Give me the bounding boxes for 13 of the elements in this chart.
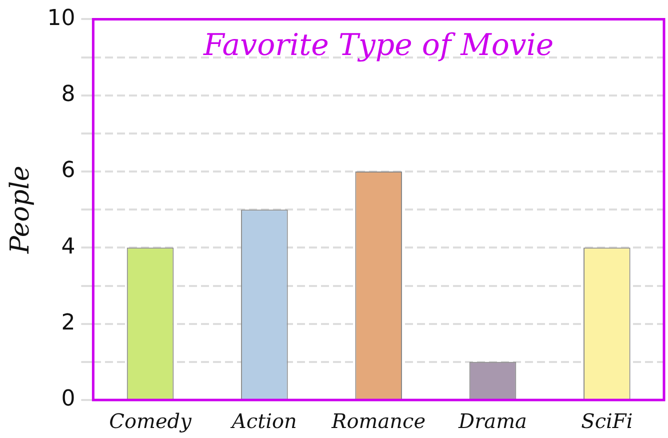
chart-title: Favorite Type of Movie bbox=[202, 28, 554, 63]
y-tick-label: 2 bbox=[61, 310, 76, 336]
x-tick-label: Action bbox=[230, 409, 297, 434]
x-tick-label: SciFi bbox=[581, 409, 633, 434]
x-tick-label: Drama bbox=[458, 409, 527, 434]
y-tick-label: 10 bbox=[47, 6, 76, 31]
y-tick-label: 4 bbox=[61, 234, 76, 260]
y-tick-label: 6 bbox=[61, 158, 76, 184]
y-axis-title: People bbox=[5, 166, 36, 254]
y-tick-label: 8 bbox=[61, 82, 76, 108]
x-tick-label: Romance bbox=[330, 409, 426, 434]
x-tick-label: Comedy bbox=[109, 409, 192, 434]
y-tick-label: 0 bbox=[61, 386, 76, 412]
